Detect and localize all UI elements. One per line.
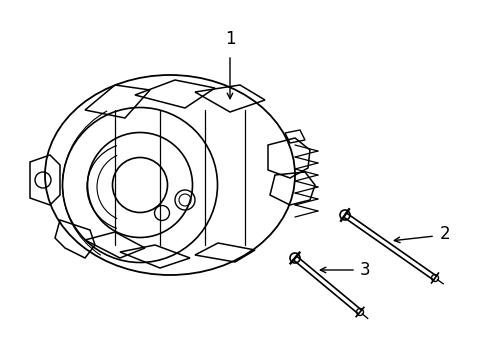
Text: 1: 1 xyxy=(224,30,235,48)
Text: 3: 3 xyxy=(359,261,370,279)
Text: 2: 2 xyxy=(439,225,450,243)
